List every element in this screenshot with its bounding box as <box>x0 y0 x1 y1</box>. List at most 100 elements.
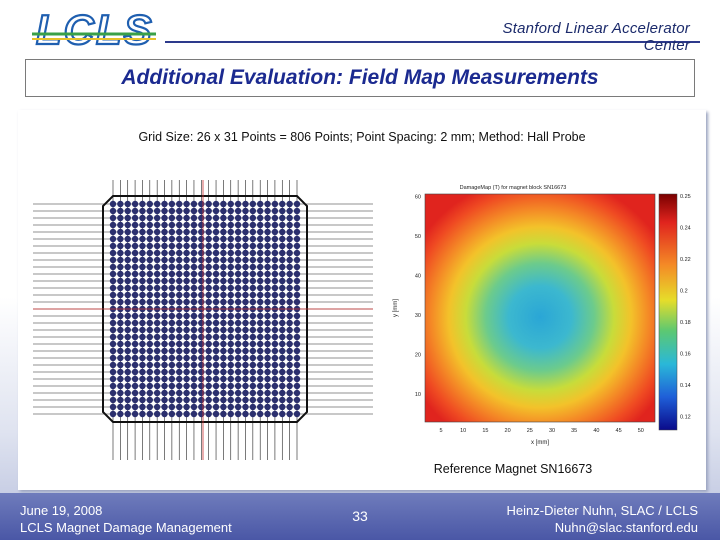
probe-point <box>117 340 124 348</box>
probe-point <box>161 389 168 397</box>
probe-point <box>109 256 117 264</box>
probe-point <box>286 277 293 285</box>
probe-point <box>131 221 139 229</box>
probe-point <box>183 249 190 257</box>
probe-point <box>205 221 212 229</box>
probe-point <box>220 228 227 236</box>
probe-point <box>117 382 124 390</box>
probe-point <box>168 256 176 264</box>
lcls-logo: LCLS <box>30 5 160 56</box>
probe-point <box>220 375 227 383</box>
probe-point <box>198 298 205 306</box>
probe-point <box>176 242 183 250</box>
probe-point <box>190 200 198 208</box>
probe-point <box>183 396 190 404</box>
probe-point <box>220 214 227 222</box>
probe-point <box>257 326 264 334</box>
probe-point <box>264 368 271 376</box>
probe-point <box>257 284 264 292</box>
probe-point <box>293 410 301 418</box>
probe-point <box>146 312 153 320</box>
probe-point <box>131 354 139 362</box>
probe-point <box>242 270 249 278</box>
probe-point <box>146 249 153 257</box>
probe-point <box>109 312 117 320</box>
probe-point <box>212 207 220 215</box>
probe-point <box>190 410 198 418</box>
probe-point <box>242 333 249 341</box>
probe-point <box>271 403 279 411</box>
probe-point <box>198 361 205 369</box>
probe-point <box>139 312 146 320</box>
probe-point <box>264 298 271 306</box>
probe-point <box>146 333 153 341</box>
probe-point <box>124 312 131 320</box>
probe-point <box>205 410 212 418</box>
plot-title: DamageMap (T) for magnet block SN16673 <box>460 185 567 191</box>
probe-point <box>227 375 234 383</box>
probe-point <box>183 284 190 292</box>
probe-point <box>153 263 161 271</box>
probe-point <box>153 221 161 229</box>
probe-point <box>279 200 286 208</box>
probe-point <box>146 207 153 215</box>
x-axis-label: x [mm] <box>531 440 549 446</box>
probe-point <box>109 228 117 236</box>
probe-point <box>146 354 153 362</box>
probe-point <box>286 263 293 271</box>
probe-point <box>271 396 279 404</box>
probe-point <box>257 249 264 257</box>
probe-point <box>227 396 234 404</box>
probe-point <box>190 263 198 271</box>
probe-point <box>131 291 139 299</box>
probe-point <box>161 361 168 369</box>
header-rule <box>165 41 700 43</box>
probe-point <box>293 249 301 257</box>
probe-point <box>242 263 249 271</box>
probe-point <box>293 333 301 341</box>
probe-point <box>161 375 168 383</box>
probe-point <box>286 403 293 411</box>
probe-point <box>234 312 242 320</box>
probe-point <box>286 312 293 320</box>
probe-point <box>286 361 293 369</box>
probe-point <box>161 382 168 390</box>
probe-point <box>220 354 227 362</box>
footer-band <box>0 493 720 540</box>
probe-point <box>264 270 271 278</box>
probe-point <box>286 354 293 362</box>
probe-point <box>212 333 220 341</box>
probe-point <box>124 347 131 355</box>
probe-point <box>293 312 301 320</box>
probe-point <box>168 361 176 369</box>
probe-point <box>279 270 286 278</box>
probe-point <box>264 284 271 292</box>
probe-point <box>183 368 190 376</box>
probe-point <box>279 396 286 404</box>
probe-point <box>153 347 161 355</box>
probe-point <box>146 375 153 383</box>
probe-point <box>293 263 301 271</box>
colorbar-tick-label: 0.16 <box>680 352 691 358</box>
y-axis-ticks: 10 20 30 40 50 60 <box>415 195 421 399</box>
probe-point <box>212 277 220 285</box>
probe-point <box>271 214 279 222</box>
probe-point <box>271 200 279 208</box>
y-tick-label: 60 <box>415 195 421 201</box>
probe-point <box>234 277 242 285</box>
probe-point <box>227 214 234 222</box>
probe-point <box>161 396 168 404</box>
probe-point <box>176 389 183 397</box>
probe-point <box>109 249 117 257</box>
footer-email[interactable]: Nuhn@slac.stanford.edu <box>554 520 698 535</box>
probe-point <box>146 200 153 208</box>
probe-point <box>124 256 131 264</box>
probe-point <box>198 249 205 257</box>
probe-point <box>293 403 301 411</box>
probe-point <box>139 361 146 369</box>
probe-point <box>131 375 139 383</box>
probe-point <box>168 214 176 222</box>
probe-point <box>220 277 227 285</box>
probe-point <box>249 375 257 383</box>
probe-point <box>198 207 205 215</box>
